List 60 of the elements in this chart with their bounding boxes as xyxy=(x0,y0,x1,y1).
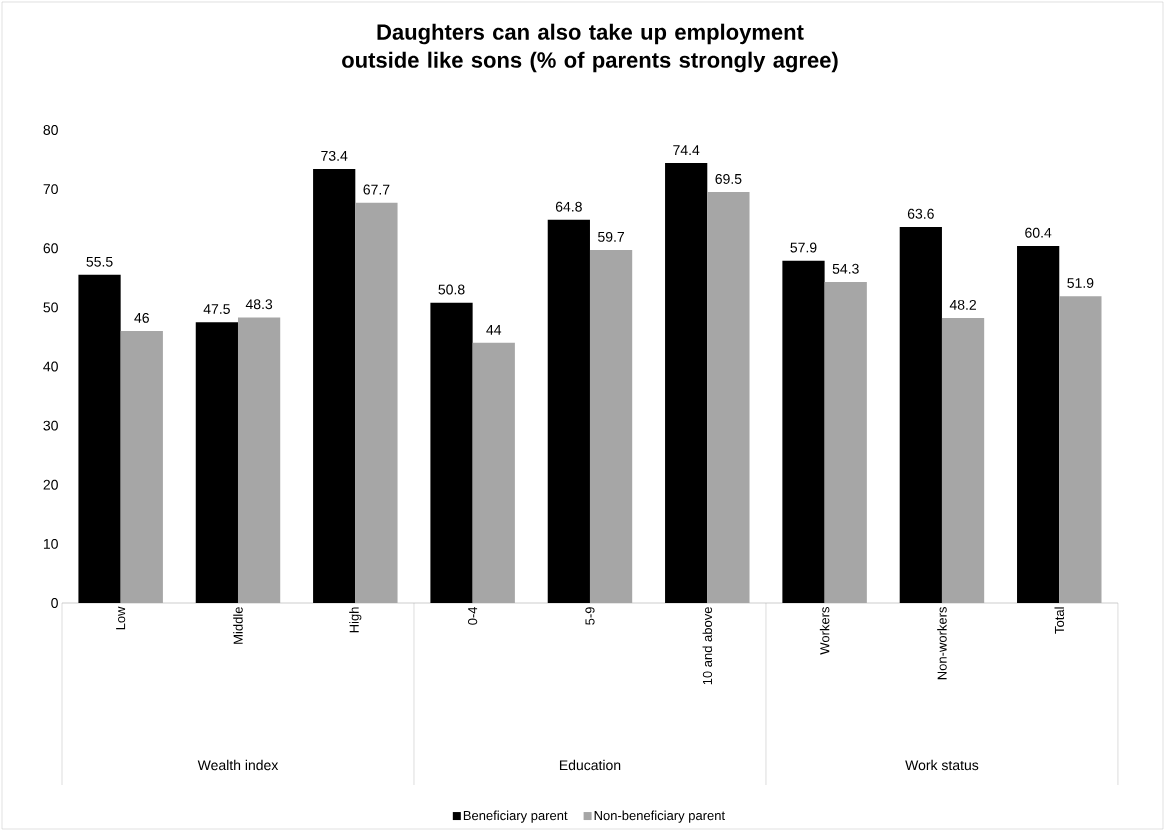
bar xyxy=(547,219,590,603)
y-tick-label: 0 xyxy=(51,598,58,608)
x-tick-label: 10 and above xyxy=(702,607,713,685)
y-tick-label: 50 xyxy=(43,302,58,313)
data-label: 46 xyxy=(134,312,149,323)
x-tick-label: 5-9 xyxy=(585,607,595,625)
legend-label: Non-beneficiary parent xyxy=(594,810,725,823)
bar xyxy=(355,202,398,603)
data-label: 47.5 xyxy=(203,304,230,314)
data-label: 44 xyxy=(486,325,502,335)
bar xyxy=(1017,245,1060,603)
y-tick-label: 40 xyxy=(43,361,58,372)
text: Education xyxy=(559,759,621,771)
data-label: 60.4 xyxy=(1025,227,1052,238)
y-tick-label: 10 xyxy=(43,538,58,549)
bar xyxy=(195,322,238,603)
x-tick-label: Total xyxy=(1054,607,1065,634)
data-label: 57.9 xyxy=(790,242,817,253)
bar xyxy=(472,342,515,603)
bar xyxy=(78,274,121,603)
bar xyxy=(824,281,867,603)
data-label: 69.5 xyxy=(715,173,742,184)
bar xyxy=(782,260,825,603)
x-tick-label: Non-workers xyxy=(937,607,947,680)
bar xyxy=(1059,296,1102,603)
y-tick-label: 70 xyxy=(43,184,58,195)
data-label: 55.5 xyxy=(86,256,113,267)
data-label: 73.4 xyxy=(321,150,348,161)
bar xyxy=(589,250,633,603)
bar xyxy=(665,163,708,603)
x-tick-label: 0-4 xyxy=(468,606,478,625)
bar xyxy=(707,192,750,603)
y-tick-label: 80 xyxy=(43,125,58,135)
bar xyxy=(120,331,163,603)
legend-label: Beneficiary parent xyxy=(463,810,568,823)
x-tick-label: Low xyxy=(116,606,126,630)
data-label: 51.9 xyxy=(1067,278,1094,288)
bar xyxy=(941,318,985,603)
x-tick-label: High xyxy=(349,607,362,633)
bar xyxy=(899,226,942,603)
text: Wealth index xyxy=(197,759,279,771)
bar xyxy=(430,302,473,603)
text: Work status xyxy=(905,759,979,771)
x-tick-label: Middle xyxy=(233,607,243,644)
bar xyxy=(237,317,281,603)
data-label: 67.7 xyxy=(363,184,390,195)
data-label: 48.2 xyxy=(949,299,976,310)
data-label: 48.3 xyxy=(245,299,273,310)
y-tick-label: 20 xyxy=(43,479,58,490)
data-label: 59.7 xyxy=(598,231,625,242)
x-tick-label: Workers xyxy=(819,607,830,655)
data-label: 64.8 xyxy=(555,201,582,212)
y-tick-label: 60 xyxy=(43,243,58,254)
data-label: 54.3 xyxy=(832,263,859,274)
data-label: 63.6 xyxy=(907,208,934,219)
y-tick-label: 30 xyxy=(43,420,58,431)
data-label: 74.4 xyxy=(673,145,700,155)
data-label: 50.8 xyxy=(438,284,465,295)
chart-title: Daughters can also take up employment outside like sons (% of parents strongly agree) xyxy=(342,23,838,73)
bar xyxy=(313,169,356,603)
